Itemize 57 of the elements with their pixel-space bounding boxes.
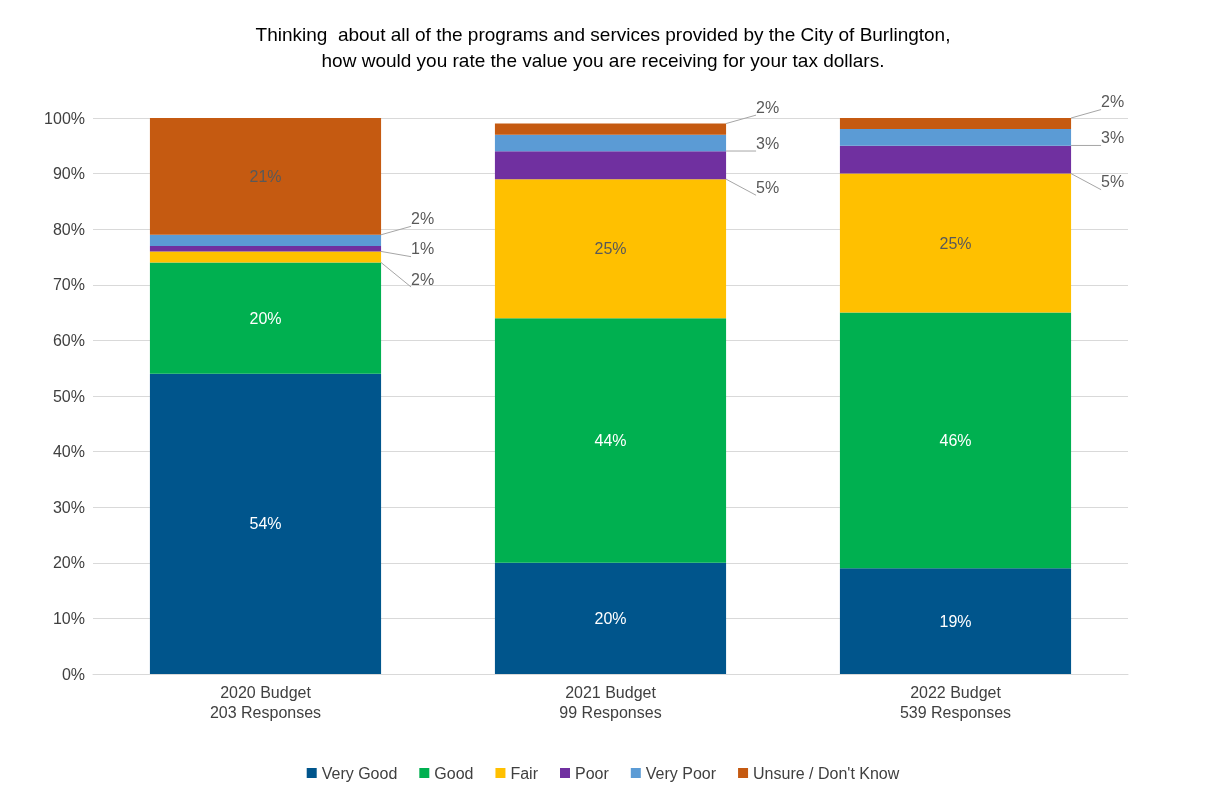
bar: [149, 262, 382, 374]
y-tick-label: 30%: [52, 498, 85, 516]
data-label: 2%: [411, 209, 435, 227]
bar: [149, 373, 382, 674]
y-tick-label: 20%: [52, 554, 85, 572]
y-tick-label: 60%: [52, 331, 85, 349]
data-label: 1%: [411, 240, 435, 258]
bar: [494, 179, 727, 319]
legend-label: Very Good: [321, 764, 398, 782]
bar: [149, 118, 382, 235]
chart-title: Thinking about all of the programs and services provided by the City of Burlington, how would you rate the value you are receiving for your tax dollars.: [255, 23, 951, 71]
bar: [149, 234, 382, 246]
data-label: 2%: [1101, 93, 1125, 111]
bar: [149, 251, 382, 263]
data-label: 25%: [594, 240, 627, 258]
x-tick-label: 2020 Budget 203 Responses: [209, 683, 322, 721]
bar: [494, 123, 727, 135]
y-tick-label: 0%: [61, 665, 85, 683]
y-tick-label: 100%: [44, 109, 85, 127]
data-label: 2%: [756, 98, 780, 116]
data-label: 19%: [939, 612, 972, 630]
legend-label: Very Poor: [645, 764, 717, 782]
data-label: 25%: [939, 234, 972, 252]
y-tick-label: 50%: [52, 387, 85, 405]
x-tick-label: 2021 Budget 99 Responses: [559, 683, 662, 721]
bar: [839, 568, 1072, 674]
x-tick-label: 2022 Budget 539 Responses: [899, 683, 1012, 721]
y-tick-label: 40%: [52, 443, 85, 461]
bar: [839, 312, 1072, 569]
data-label: 3%: [1101, 128, 1125, 146]
bar: [494, 562, 727, 674]
legend-label: Fair: [510, 764, 539, 782]
bar: [839, 129, 1072, 146]
bar: [149, 245, 382, 252]
data-label: 3%: [756, 134, 780, 152]
y-tick-label: 70%: [52, 276, 85, 294]
bar: [494, 134, 727, 152]
bar: [839, 118, 1072, 130]
legend-label: Unsure / Don't Know: [753, 764, 900, 782]
bar: [494, 151, 727, 180]
legend-label: Good: [434, 764, 474, 782]
data-label: 2%: [411, 270, 435, 288]
bar: [839, 145, 1072, 174]
bar: [839, 173, 1072, 313]
y-tick-label: 90%: [52, 165, 85, 183]
y-tick-label: 10%: [52, 609, 85, 627]
y-tick-label: 80%: [52, 220, 85, 238]
legend-label: Poor: [575, 764, 610, 782]
data-label: 5%: [756, 178, 780, 196]
data-label: 20%: [594, 609, 627, 627]
data-label: 20%: [249, 309, 282, 327]
data-label: 46%: [939, 431, 972, 449]
data-label: 54%: [249, 515, 282, 533]
data-label: 21%: [249, 167, 282, 185]
bar: [494, 318, 727, 563]
data-label: 5%: [1101, 173, 1125, 191]
data-label: 44%: [594, 431, 627, 449]
